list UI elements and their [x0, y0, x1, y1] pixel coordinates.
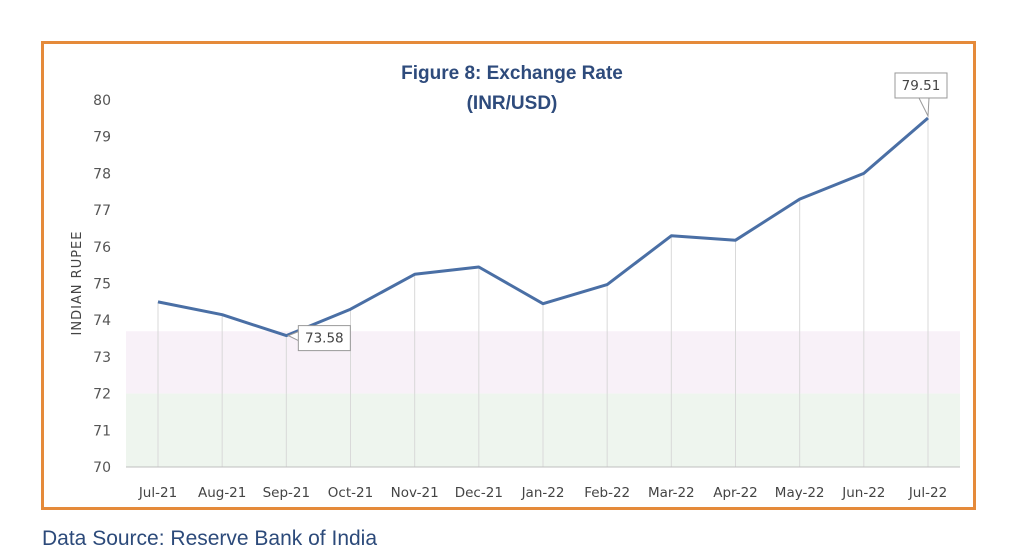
x-tick-label: Jul-22 — [908, 485, 947, 501]
x-tick-label: Dec-21 — [455, 485, 503, 501]
x-tick-label: Nov-21 — [391, 485, 439, 501]
x-tick-label: Jan-22 — [521, 485, 565, 501]
y-axis-label: INDIAN RUPEE — [70, 231, 85, 336]
y-axis-ticks: 70 71 72 73 74 75 76 77 78 79 80 — [93, 93, 111, 476]
x-tick-label: Feb-22 — [584, 485, 630, 501]
svg-text:73.58: 73.58 — [305, 331, 344, 347]
y-tick-label: 78 — [93, 166, 111, 182]
data-label: 73.58 — [287, 325, 351, 352]
y-tick-label: 70 — [93, 460, 111, 476]
y-tick-label: 73 — [93, 350, 111, 366]
x-tick-label: Apr-22 — [713, 485, 758, 501]
svg-text:79.51: 79.51 — [902, 78, 941, 94]
y-tick-label: 77 — [93, 203, 111, 219]
x-axis-ticks: Jul-21 Aug-21 Sep-21 Oct-21 Nov-21 Dec-21 Jan-… — [138, 485, 947, 501]
y-tick-label: 74 — [93, 313, 111, 329]
x-tick-label: Sep-21 — [263, 485, 311, 501]
y-tick-label: 72 — [93, 387, 111, 403]
series-line — [157, 116, 929, 338]
chart-title: Figure 8: Exchange Rate — [401, 63, 623, 84]
x-tick-label: Jun-22 — [841, 485, 885, 501]
x-tick-label: Oct-21 — [328, 485, 373, 501]
data-source: Data Source: Reserve Bank of India — [42, 527, 378, 550]
x-tick-label: Mar-22 — [648, 485, 695, 501]
y-tick-label: 75 — [93, 277, 111, 293]
x-tick-label: Jul-21 — [138, 485, 177, 501]
x-tick-label: May-22 — [775, 485, 825, 501]
y-tick-label: 80 — [93, 93, 111, 109]
x-tick-label: Aug-21 — [198, 485, 246, 501]
data-label: 79.51 — [894, 72, 948, 118]
y-tick-label: 79 — [93, 130, 111, 146]
y-tick-label: 76 — [93, 240, 111, 256]
data-labels: 73.58 79.51 — [287, 72, 948, 352]
y-tick-label: 71 — [93, 423, 111, 439]
chart-subtitle: (INR/USD) — [467, 93, 558, 114]
